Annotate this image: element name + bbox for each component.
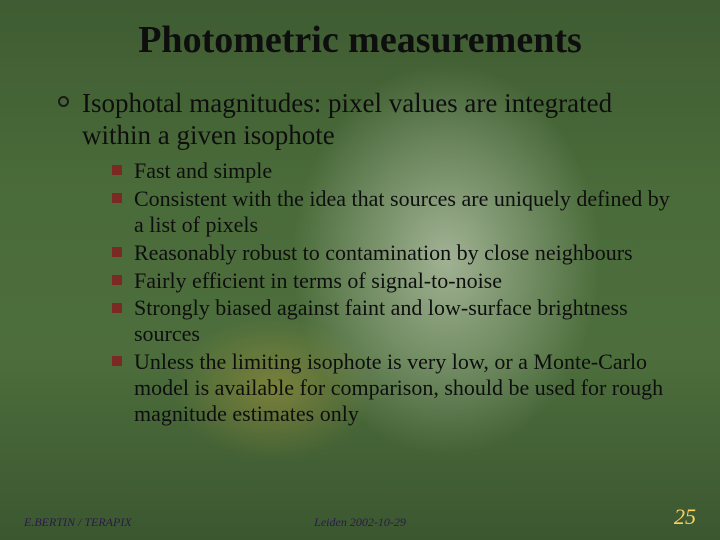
square-bullet-icon [112,247,122,257]
slide-title: Photometric measurements [40,18,680,62]
sub-item: Fast and simple [112,158,680,184]
sub-item: Fairly efficient in terms of signal-to-n… [112,268,680,294]
sub-item-text: Fairly efficient in terms of signal-to-n… [134,268,502,293]
sub-item: Consistent with the idea that sources ar… [112,186,680,238]
top-bullet-list: Isophotal magnitudes: pixel values are i… [40,88,680,427]
footer-author: E.BERTIN / TERAPIX [24,515,132,530]
sub-item: Strongly biased against faint and low-su… [112,295,680,347]
square-bullet-icon [112,356,122,366]
sub-item-text: Unless the limiting isophote is very low… [134,349,663,426]
footer-date: Leiden 2002-10-29 [314,515,406,530]
sub-bullet-list: Fast and simple Consistent with the idea… [82,158,680,428]
sub-item: Reasonably robust to contamination by cl… [112,240,680,266]
top-item: Isophotal magnitudes: pixel values are i… [58,88,680,427]
square-bullet-icon [112,165,122,175]
sub-item-text: Fast and simple [134,158,272,183]
slide-content: Photometric measurements Isophotal magni… [0,0,720,540]
page-number: 25 [674,504,696,530]
footer: E.BERTIN / TERAPIX Leiden 2002-10-29 25 [0,504,720,530]
top-item-text: Isophotal magnitudes: pixel values are i… [82,88,612,150]
sub-item-text: Reasonably robust to contamination by cl… [134,240,633,265]
sub-item-text: Strongly biased against faint and low-su… [134,295,628,346]
sub-item-text: Consistent with the idea that sources ar… [134,186,670,237]
square-bullet-icon [112,193,122,203]
sub-item: Unless the limiting isophote is very low… [112,349,680,427]
square-bullet-icon [112,275,122,285]
square-bullet-icon [112,303,122,313]
disc-bullet-icon [58,96,69,107]
